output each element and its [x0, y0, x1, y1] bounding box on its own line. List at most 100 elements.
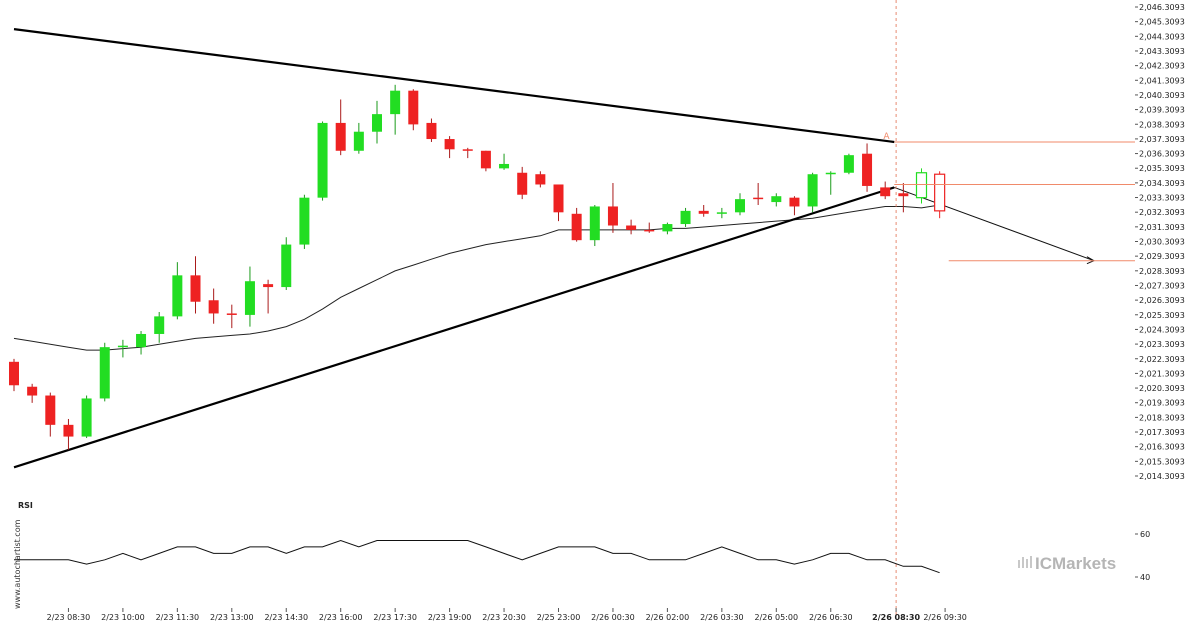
price-tick-label: 2,019.3093	[1139, 399, 1185, 408]
candle-body	[499, 163, 510, 169]
price-tick-label: 2,045.3093	[1139, 18, 1185, 27]
candle-body	[843, 155, 854, 173]
candle-body	[553, 184, 564, 213]
pattern-point-label: A	[883, 132, 890, 142]
icmarkets-brand: ICMarkets	[1035, 554, 1116, 573]
time-tick-label: 2/23 17:30	[373, 613, 417, 622]
candle-body	[517, 172, 528, 195]
candle-body	[81, 398, 92, 437]
price-tick-label: 2,028.3093	[1139, 267, 1185, 276]
candle-body	[45, 395, 56, 425]
price-tick-label: 2,023.3093	[1139, 340, 1185, 349]
candle-body	[680, 210, 691, 225]
candle-body	[626, 225, 637, 230]
price-tick-label: 2,043.3093	[1139, 47, 1185, 56]
candle-body	[63, 424, 74, 437]
price-tick-label: 2,037.3093	[1139, 135, 1185, 144]
candle-body	[190, 275, 201, 302]
candle-body	[172, 275, 183, 317]
time-tick-label: 2/26 00:30	[591, 613, 635, 622]
candle-body	[299, 197, 310, 245]
price-tick-label: 2,038.3093	[1139, 120, 1185, 129]
icmarkets-logo-icon	[1018, 556, 1032, 568]
candle-body	[244, 281, 255, 315]
candle-body	[117, 345, 128, 348]
price-tick-label: 2,014.3093	[1139, 472, 1185, 481]
candle-body	[226, 313, 237, 315]
levels-layer: A	[883, 132, 1135, 262]
rsi-line	[14, 539, 940, 574]
autochartist-watermark: www.autochartist.com	[13, 519, 22, 609]
time-axis: 2/23 08:30 2/23 10:00 2/23 11:30 2/23 13:00…	[47, 608, 967, 622]
candle-body	[735, 199, 745, 213]
price-tick-label: 2,040.3093	[1139, 91, 1185, 100]
candle-body	[335, 122, 346, 151]
price-tick-label: 2,021.3093	[1139, 369, 1185, 378]
rsi-tick-label: 60	[1140, 530, 1150, 539]
candle-body	[408, 90, 419, 125]
candle-body	[27, 386, 38, 396]
candle-body	[662, 224, 673, 232]
candle-body	[807, 174, 818, 207]
price-tick-label: 2,046.3093	[1139, 3, 1185, 12]
price-tick-label: 2,035.3093	[1139, 164, 1185, 173]
candle-body	[862, 153, 873, 186]
price-tick-label: 2,031.3093	[1139, 223, 1185, 232]
time-tick-label: 2/23 14:30	[264, 613, 308, 622]
price-tick-label: 2,032.3093	[1139, 208, 1185, 217]
price-tick-label: 2,036.3093	[1139, 150, 1185, 159]
rsi-label: RSI	[18, 501, 33, 510]
trendline-layer	[13, 0, 1096, 615]
candle-body	[644, 229, 655, 232]
candle-body	[716, 212, 727, 214]
price-tick-label: 2,025.3093	[1139, 311, 1185, 320]
time-tick-label: 2/26 05:00	[755, 613, 799, 622]
time-tick-label: 2/25 23:00	[537, 613, 581, 622]
candle-body	[880, 187, 891, 197]
candle-body	[607, 206, 618, 226]
candle-body	[771, 196, 782, 203]
price-tick-label: 2,033.3093	[1139, 194, 1185, 203]
candle-body	[390, 90, 401, 115]
support-trendline	[13, 186, 895, 469]
candle-body	[208, 300, 219, 314]
price-tick-label: 2,042.3093	[1139, 62, 1185, 71]
forecast-arrow-line	[894, 186, 1095, 262]
price-axis: 2,046.3093 2,045.3093 2,044.3093 2,043.3093…	[1135, 3, 1185, 481]
moving-average-layer	[13, 204, 940, 351]
price-tick-label: 2,041.3093	[1139, 76, 1185, 85]
candle-body	[317, 122, 328, 198]
candle-body	[915, 172, 928, 199]
price-tick-label: 2,015.3093	[1139, 457, 1185, 466]
time-tick-label: 2/23 13:00	[210, 613, 254, 622]
candle-body	[154, 316, 165, 334]
price-tick-label: 2,017.3093	[1139, 428, 1185, 437]
candle-body	[372, 114, 382, 132]
price-tick-label: 2,029.3093	[1139, 252, 1185, 261]
candle-body	[898, 193, 909, 197]
price-tick-label: 2,020.3093	[1139, 384, 1185, 393]
price-tick-label: 2,016.3093	[1139, 443, 1185, 452]
price-tick-label: 2,039.3093	[1139, 106, 1185, 115]
candle-body	[263, 284, 274, 288]
price-tick-label: 2,044.3093	[1139, 32, 1185, 41]
price-tick-label: 2,034.3093	[1139, 179, 1185, 188]
candles-layer	[9, 84, 946, 450]
resistance-trendline	[13, 28, 895, 144]
candle-body	[753, 197, 764, 200]
price-tick-label: 2,018.3093	[1139, 413, 1185, 422]
price-tick-label: 2,026.3093	[1139, 296, 1185, 305]
time-tick-label: 2/23 11:30	[156, 613, 200, 622]
price-tick-label: 2,027.3093	[1139, 281, 1185, 290]
candle-body	[444, 139, 455, 150]
candle-body	[480, 150, 491, 169]
candle-body	[589, 206, 600, 241]
price-tick-label: 2,024.3093	[1139, 325, 1185, 334]
candle-body	[571, 213, 582, 241]
time-tick-label: 2/26 06:30	[809, 613, 853, 622]
candle-body	[789, 197, 800, 207]
time-tick-label: 2/23 10:00	[101, 613, 145, 622]
time-tick-label: 2/23 20:30	[482, 613, 526, 622]
time-tick-label: 2/26 03:30	[700, 613, 744, 622]
